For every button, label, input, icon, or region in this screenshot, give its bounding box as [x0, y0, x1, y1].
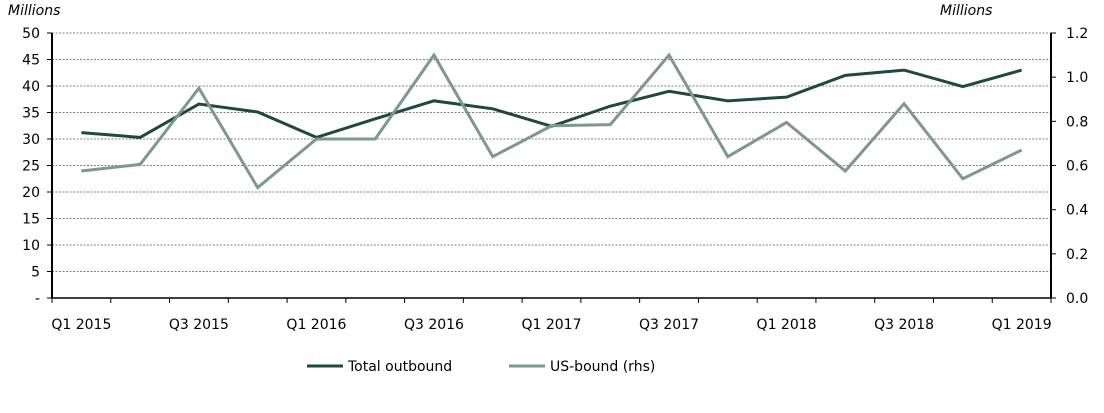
- left-axis-tick-label: 20: [22, 185, 40, 201]
- left-axis-tick-label: 40: [22, 79, 40, 95]
- left-axis-tick-label: 50: [22, 26, 40, 42]
- right-axis-unit-label: Millions: [940, 3, 992, 19]
- series-line-us-bound: [81, 55, 1021, 188]
- legend: Total outbound US-bound (rhs): [307, 359, 655, 375]
- left-axis-unit-label: Millions: [8, 3, 60, 19]
- axes: - 5 10 15 20 25 30 35 40 45 50 0.0 0.2 0.4 0.6 0.8 1.0 1.…: [22, 26, 1088, 333]
- right-axis-tick-label: 0.2: [1066, 247, 1088, 263]
- right-axis-tick-label: 0.4: [1066, 203, 1088, 219]
- legend-label-us-bound: US-bound (rhs): [550, 359, 655, 375]
- x-axis-tick-label: Q3 2017: [639, 317, 699, 333]
- left-axis-tick-label: 45: [22, 53, 40, 69]
- left-axis-tick-label: 5: [31, 265, 40, 281]
- x-axis-tick-label: Q3 2018: [874, 317, 934, 333]
- x-axis-tick-label: Q1 2016: [286, 317, 346, 333]
- x-axis-tick-label: Q1 2015: [51, 317, 111, 333]
- right-axis-tick-label: 1.0: [1066, 70, 1088, 86]
- gridlines: [52, 33, 1051, 272]
- right-axis-tick-label: 1.2: [1066, 26, 1088, 42]
- series-lines: [81, 55, 1021, 188]
- x-axis-tick-label: Q1 2018: [757, 317, 817, 333]
- right-axis-tick-label: 0.8: [1066, 114, 1088, 130]
- left-axis-tick-label: 15: [22, 212, 40, 228]
- left-axis-tick-label: 35: [22, 106, 40, 122]
- right-axis-tick-label: 0.6: [1066, 159, 1088, 175]
- legend-label-total-outbound: Total outbound: [347, 359, 452, 375]
- x-axis-tick-label: Q3 2016: [404, 317, 464, 333]
- x-axis-tick-label: Q1 2019: [992, 317, 1052, 333]
- right-axis-tick-label: 0.0: [1066, 291, 1088, 307]
- left-axis-tick-label: 10: [22, 238, 40, 254]
- left-axis-tick-label: 30: [22, 132, 40, 148]
- x-axis-tick-label: Q1 2017: [521, 317, 581, 333]
- x-axis-tick-label: Q3 2015: [169, 317, 229, 333]
- left-axis-tick-label: -: [35, 291, 40, 307]
- left-axis-tick-label: 25: [22, 159, 40, 175]
